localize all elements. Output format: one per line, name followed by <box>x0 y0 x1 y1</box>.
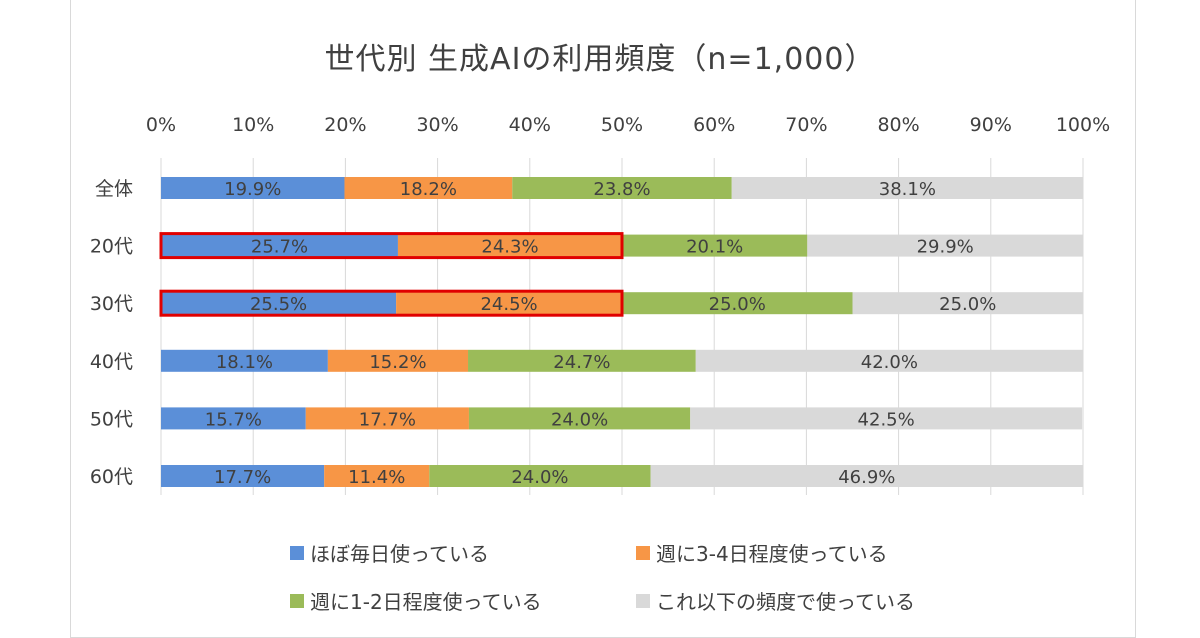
legend-swatch <box>290 593 304 608</box>
x-tick-label: 70% <box>785 114 827 136</box>
data-label: 20.1% <box>686 237 743 258</box>
legend-swatch <box>290 545 304 560</box>
bar-segment <box>512 177 732 199</box>
data-label: 42.0% <box>861 352 918 373</box>
legend-label: 週に3-4日程度使っている <box>656 542 888 566</box>
bar-segment <box>731 177 1083 199</box>
data-label: 23.8% <box>593 179 650 200</box>
bar-segment <box>305 407 469 430</box>
data-label: 25.7% <box>251 237 308 258</box>
x-tick-label: 30% <box>416 114 458 136</box>
category-label: 20代 <box>90 236 133 258</box>
bar-segment <box>468 407 691 430</box>
x-tick-label: 100% <box>1056 114 1110 136</box>
data-label: 42.5% <box>858 409 915 430</box>
category-label: 30代 <box>90 293 133 315</box>
x-tick-label: 90% <box>970 114 1012 136</box>
data-label: 24.3% <box>481 237 538 258</box>
bar-segment <box>396 292 622 315</box>
data-label: 24.5% <box>480 294 537 315</box>
data-label: 25.5% <box>250 294 307 315</box>
bar-segment <box>852 292 1083 315</box>
bar-segment <box>327 349 469 372</box>
data-label: 25.0% <box>939 294 996 315</box>
bar-segment <box>324 465 430 487</box>
legend-label: ほぼ毎日使っている <box>310 542 489 566</box>
data-label: 29.9% <box>917 237 974 258</box>
bar-segment <box>397 234 622 257</box>
bar-segment <box>161 177 345 199</box>
category-label: 全体 <box>95 178 133 200</box>
x-tick-label: 80% <box>877 114 919 136</box>
bar-segment <box>161 292 397 315</box>
x-tick-label: 10% <box>232 114 274 136</box>
category-label: 40代 <box>90 351 133 373</box>
bar-segment <box>690 407 1083 430</box>
x-tick-label: 40% <box>509 114 551 136</box>
data-label: 19.9% <box>224 179 281 200</box>
chart-frame <box>70 0 1136 638</box>
data-label: 24.0% <box>551 409 608 430</box>
bar-segment <box>344 177 513 199</box>
bar-segment <box>161 349 328 372</box>
bar-segment <box>650 465 1083 487</box>
x-tick-label: 20% <box>324 114 366 136</box>
data-label: 18.1% <box>216 352 273 373</box>
data-label: 18.2% <box>400 179 457 200</box>
data-label: 46.9% <box>838 467 895 488</box>
data-label: 25.0% <box>709 294 766 315</box>
data-label: 24.7% <box>553 352 610 373</box>
legend-item-1-2-days: 週に1-2日程度使っている <box>290 586 542 615</box>
bar-segment <box>161 234 398 257</box>
data-label: 17.7% <box>359 409 416 430</box>
data-label: 24.0% <box>511 467 568 488</box>
legend-item-3-4-days: 週に3-4日程度使っている <box>636 538 888 567</box>
legend-swatch <box>636 593 650 608</box>
highlight-box <box>159 232 624 260</box>
bar-segment <box>695 349 1083 372</box>
legend-swatch <box>636 545 650 560</box>
data-label: 15.2% <box>369 352 426 373</box>
x-tick-label: 60% <box>693 114 735 136</box>
chart-title: 世代別 生成AIの利用頻度（n=1,000） <box>324 42 876 77</box>
bar-segment <box>622 292 853 315</box>
x-tick-label: 50% <box>601 114 643 136</box>
bar-segment <box>622 234 808 257</box>
legend-item-less: これ以下の頻度で使っている <box>636 586 915 615</box>
highlight-box <box>159 289 624 317</box>
bar-segment <box>807 234 1083 257</box>
data-label: 15.7% <box>205 409 262 430</box>
bar-segment <box>161 407 306 430</box>
legend-label: これ以下の頻度で使っている <box>656 590 915 614</box>
legend-item-daily: ほぼ毎日使っている <box>290 538 489 567</box>
category-label: 50代 <box>90 408 133 430</box>
bar-segment <box>468 349 696 372</box>
bar-segment <box>429 465 651 487</box>
data-label: 17.7% <box>214 467 271 488</box>
data-label: 38.1% <box>879 179 936 200</box>
x-tick-label: 0% <box>146 114 176 136</box>
legend-label: 週に1-2日程度使っている <box>310 590 542 614</box>
data-label: 11.4% <box>348 467 405 488</box>
category-label: 60代 <box>90 466 133 488</box>
bar-segment <box>161 465 325 487</box>
